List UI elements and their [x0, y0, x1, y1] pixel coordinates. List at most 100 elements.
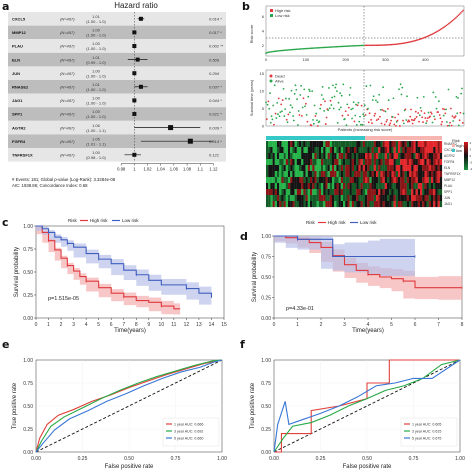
heatmap-cell: [417, 165, 421, 172]
survival-status-point: [272, 104, 275, 107]
heatmap-cell: [340, 141, 344, 148]
survival-status-point: [399, 83, 402, 86]
heatmap-cell: [312, 201, 315, 208]
forest-row-bg: [8, 52, 226, 67]
heatmap-cell: [332, 183, 335, 190]
heatmap-cell: [336, 195, 339, 202]
heatmap-cell: [420, 183, 423, 190]
risk-score-point: [409, 40, 412, 43]
survival-status-point: [422, 95, 425, 98]
forest-n-label: (N=497): [60, 44, 75, 49]
roc-plot-e: 0.000.000.250.250.500.500.750.751.001.00…: [12, 358, 227, 470]
heatmap-cell: [417, 141, 421, 148]
survival-status-point: [334, 86, 337, 89]
heatmap-cell: [362, 159, 366, 166]
heatmap-cell: [294, 171, 297, 178]
forest-n-label: (N=497): [60, 153, 75, 158]
survival-status-point: [324, 100, 326, 103]
heatmap-cell: [312, 141, 315, 148]
heatmap-cell: [365, 153, 368, 160]
risk-score-point: [377, 44, 380, 46]
survival-status-point: [387, 99, 390, 102]
forest-p-label: 0.044 *: [209, 98, 222, 103]
heatmap-cell: [338, 147, 341, 154]
heatmap-cell: [351, 171, 355, 178]
heatmap-cell: [411, 195, 414, 202]
survival-status-point: [294, 84, 297, 87]
heatmap-cell: [373, 201, 377, 208]
roc-x-tick-label: 0.00: [269, 456, 279, 462]
heatmap-cell: [367, 177, 370, 184]
heatmap-cell: [310, 165, 313, 172]
forest-ci-label: (0.98 - 1.0): [86, 155, 106, 160]
heatmap-cell: [343, 195, 346, 202]
survival-status-point: [430, 111, 432, 114]
risk-score-point: [360, 44, 363, 47]
heatmap-cell: [409, 183, 412, 190]
heatmap-cell: [349, 171, 352, 178]
heatmap-cell: [373, 141, 377, 148]
survival-status-point: [373, 114, 376, 117]
heatmap-cell: [325, 177, 328, 184]
heatmap-cell: [292, 165, 295, 172]
heatmap-cell: [384, 189, 388, 196]
survival-status-point: [420, 109, 423, 112]
heatmap-cell: [365, 189, 368, 196]
heatmap-cell: [424, 141, 427, 148]
risk-score-point: [403, 42, 406, 44]
heatmap-cell: [391, 201, 394, 208]
heatmap-gene-label: ELN: [444, 166, 451, 170]
heatmap-cell: [312, 177, 315, 184]
heatmap-cell: [340, 165, 344, 172]
heatmap-cell: [417, 153, 421, 160]
survival-status-point: [418, 120, 420, 123]
roc-legend-box: [162, 417, 220, 447]
heatmap-cell: [292, 153, 295, 160]
forest-footnote-1: # Events: 181; Global p-value (Log-Rank)…: [12, 177, 116, 182]
risk-score-point: [347, 45, 350, 47]
heatmap-cell: [409, 153, 412, 160]
heatmap-cell: [329, 201, 333, 208]
heatmap-cell: [393, 171, 396, 178]
risk-score-point: [390, 43, 393, 46]
heatmap-cell: [395, 201, 399, 208]
roc-legend-label: 3 year AUC: 0.615: [412, 430, 441, 434]
survival-status-point: [391, 116, 394, 118]
heatmap-cell: [439, 147, 443, 154]
heatmap-cell: [437, 141, 440, 148]
survival-status-ytick: 10: [260, 89, 265, 94]
forest-x-tick-label: 1.02: [143, 167, 152, 172]
forest-footnote-2: AIC: 1938.86; Concordance Index: 0.68: [12, 183, 88, 188]
survival-status-point: [423, 112, 426, 115]
forest-row-bg: [8, 80, 226, 94]
survival-status-point: [433, 115, 436, 118]
survival-status-point: [312, 118, 314, 121]
roc-x-tick-label: 0.25: [316, 456, 326, 462]
survival-status-point: [398, 88, 400, 91]
heatmap-cell: [266, 171, 269, 178]
heatmap-cell: [281, 183, 284, 190]
heatmap-cell: [349, 141, 352, 148]
heatmap-cell: [305, 147, 308, 154]
survival-status-point: [454, 115, 457, 118]
survival-status-point: [435, 107, 438, 110]
heatmap-cell: [316, 153, 319, 160]
survival-status-point: [284, 108, 287, 111]
heatmap-cell: [305, 153, 308, 160]
heatmap-cell: [272, 177, 275, 184]
risk-score-point: [451, 19, 454, 22]
risk-score-point: [395, 43, 398, 45]
heatmap-cell: [431, 189, 434, 196]
heatmap-cell: [378, 159, 381, 166]
heatmap-cell: [281, 165, 284, 172]
heatmap-cell: [437, 171, 440, 178]
roc-diagonal: [35, 359, 223, 453]
survival-status-point: [351, 107, 354, 110]
survival-status-point: [445, 108, 447, 111]
heatmap-cell: [305, 183, 308, 190]
km-x-tick-label: 9: [147, 322, 150, 328]
heatmap-cell: [290, 165, 293, 172]
heatmap-cell: [338, 195, 341, 202]
heatmap-cell: [411, 177, 414, 184]
roc-legend-label: 1 year AUC: 0.666: [174, 423, 203, 427]
